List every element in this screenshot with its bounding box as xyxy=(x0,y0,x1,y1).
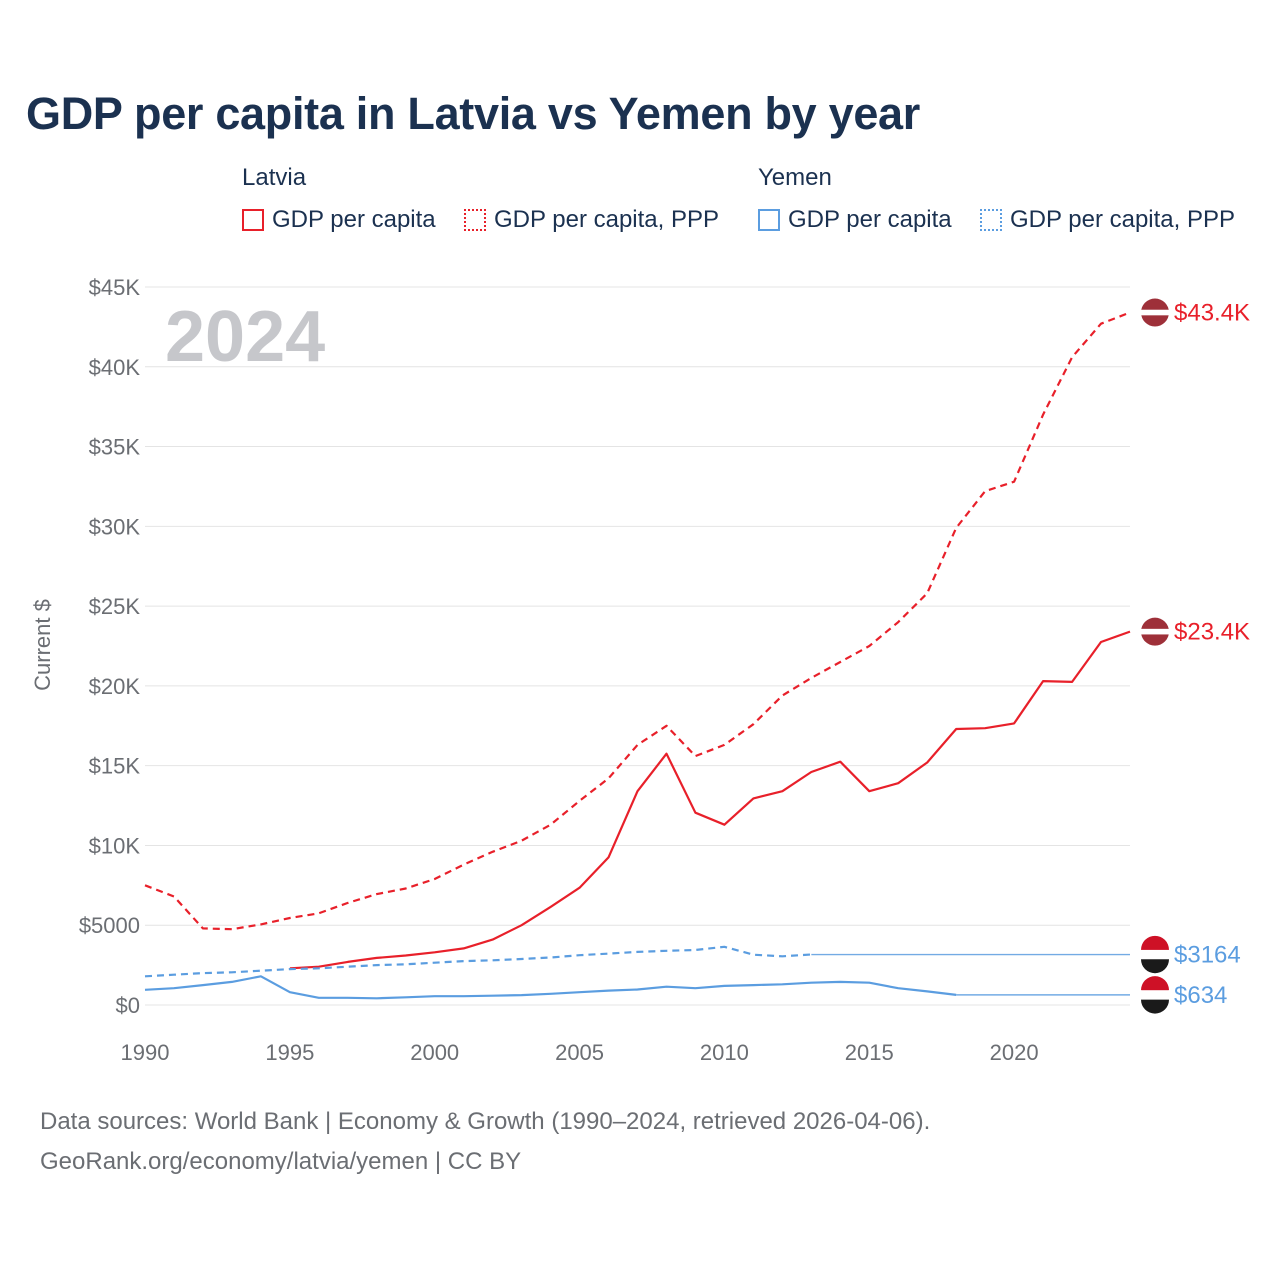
legend-label: GDP per capita xyxy=(788,206,952,233)
y-tick-label: $30K xyxy=(89,514,141,539)
y-tick-label: $25K xyxy=(89,594,141,619)
legend-swatch-solid-blue xyxy=(758,209,780,231)
series-line-yemen-gdp-per-capita[interactable] xyxy=(144,975,957,1000)
yemen-flag-icon xyxy=(1141,976,1169,1014)
y-tick-label: $35K xyxy=(89,435,141,460)
y-tick-label: $40K xyxy=(89,355,141,380)
y-axis-ticks: $0 $5000 $10K $15K $20K $25K $30K $35K $40K $45K xyxy=(79,275,141,1018)
x-tick-label: 2010 xyxy=(700,1040,749,1065)
latvia-flag-icon xyxy=(1141,617,1169,646)
y-tick-label: $0 xyxy=(116,993,140,1018)
x-tick-label: 1995 xyxy=(265,1040,314,1065)
footer-sources: Data sources: World Bank | Economy & Gro… xyxy=(40,1108,931,1135)
legend-label: GDP per capita, PPP xyxy=(1010,206,1235,233)
series-line-latvia-gdp-per-capita[interactable] xyxy=(289,630,1131,970)
year-watermark: 2024 xyxy=(165,297,325,377)
x-tick-label: 2015 xyxy=(845,1040,894,1065)
y-tick-label: $15K xyxy=(89,754,141,779)
latvia-flag-icon xyxy=(1141,298,1169,327)
legend-item-yemen-gdp-ppp[interactable]: GDP per capita, PPP xyxy=(980,206,1235,234)
legend-label: GDP per capita, PPP xyxy=(494,206,719,233)
x-tick-label: 2020 xyxy=(990,1040,1039,1065)
end-value-label: $3164 xyxy=(1174,942,1241,969)
footer-attribution: GeoRank.org/economy/latvia/yemen | CC BY xyxy=(40,1148,522,1175)
y-tick-label: $45K xyxy=(89,275,141,300)
x-tick-label: 2005 xyxy=(555,1040,604,1065)
legend-item-yemen-gdp[interactable]: GDP per capita xyxy=(758,206,952,234)
end-markers: $43.4K $23.4K $3164 $634 xyxy=(1141,298,1250,1014)
legend-group-yemen: Yemen xyxy=(758,164,832,191)
end-value-label: $634 xyxy=(1174,982,1227,1009)
y-tick-label: $10K xyxy=(89,833,141,858)
yemen-flag-icon xyxy=(1141,935,1169,974)
legend-swatch-dotted-red xyxy=(464,209,486,231)
y-tick-label: $20K xyxy=(89,674,141,699)
series-lines xyxy=(144,311,1131,1000)
legend-label: GDP per capita xyxy=(272,206,436,233)
series-line-yemen-gdp-per-capita-ppp[interactable] xyxy=(144,945,812,978)
y-tick-label: $5000 xyxy=(79,913,140,938)
legend-item-latvia-gdp[interactable]: GDP per capita xyxy=(242,206,436,234)
x-tick-label: 1990 xyxy=(121,1040,170,1065)
legend-swatch-solid-red xyxy=(242,209,264,231)
chart-title: GDP per capita in Latvia vs Yemen by yea… xyxy=(26,88,920,139)
legend-swatch-dotted-blue xyxy=(980,209,1002,231)
x-axis-ticks: 1990 1995 2000 2005 2010 2015 2020 xyxy=(121,1040,1039,1065)
x-tick-label: 2000 xyxy=(410,1040,459,1065)
legend-item-latvia-gdp-ppp[interactable]: GDP per capita, PPP xyxy=(464,206,719,234)
gridlines xyxy=(145,286,1130,1006)
legend-group-latvia: Latvia xyxy=(242,164,307,191)
end-value-label: $43.4K xyxy=(1174,300,1250,327)
y-axis-label: Current $ xyxy=(30,599,55,691)
series-line-latvia-gdp-per-capita-ppp[interactable] xyxy=(144,311,1131,931)
end-value-label: $23.4K xyxy=(1174,619,1250,646)
